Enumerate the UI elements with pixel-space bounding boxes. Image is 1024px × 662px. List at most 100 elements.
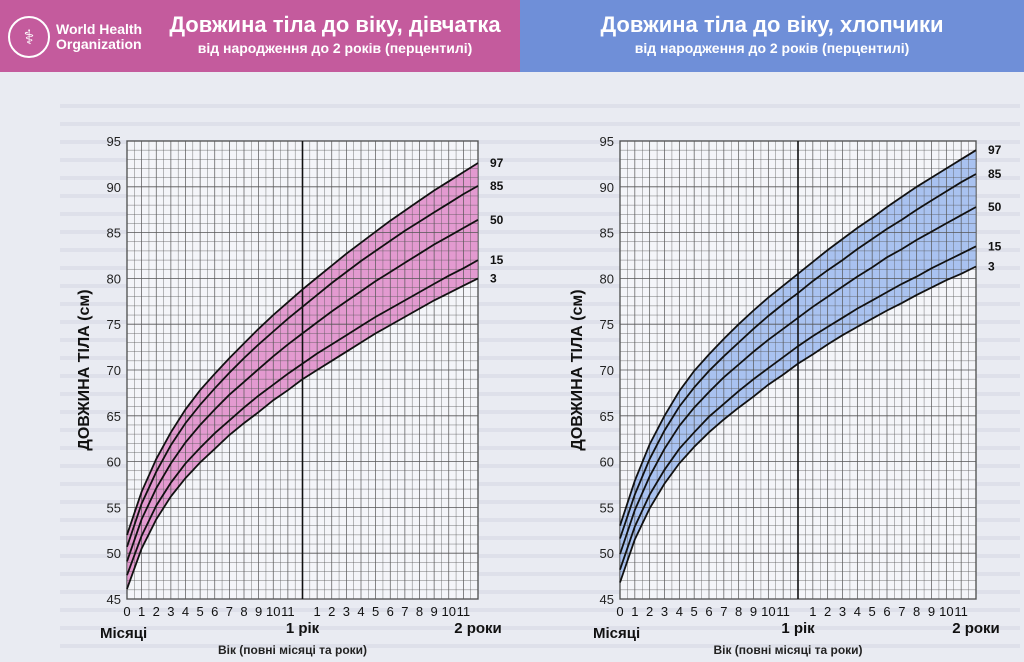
boys-series-line-p85 bbox=[619, 173, 977, 539]
boys-x-tick-label: 2 bbox=[824, 604, 831, 619]
girls-x-tick-label: 11 bbox=[457, 604, 471, 619]
girls-y-tick-label: 90 bbox=[107, 180, 121, 195]
girls-x-tick-label: 10 bbox=[442, 604, 456, 619]
boys-title-block: Довжина тіла до віку, хлопчики від народ… bbox=[520, 12, 1024, 58]
boys-y-tick-label: 70 bbox=[600, 363, 614, 378]
girls-x-tick-label: 4 bbox=[182, 604, 189, 619]
who-name: World Health Organization bbox=[56, 21, 143, 52]
boys-y-tick-label: 95 bbox=[600, 134, 614, 149]
girls-x-tick-label: 2 bbox=[328, 604, 335, 619]
boys-x-tick-label: 0 bbox=[616, 604, 623, 619]
girls-x-tick-label: 3 bbox=[343, 604, 350, 619]
girls-y-axis-title: ДОВЖИНА ТІЛА (см) bbox=[76, 289, 93, 450]
girls-series-line-p50 bbox=[126, 219, 479, 562]
boys-x-tick-label: 7 bbox=[720, 604, 727, 619]
boys-series-line-p3 bbox=[619, 265, 977, 583]
girls-series-label-p50: 50 bbox=[490, 213, 504, 227]
girls-x-tick-label: 10 bbox=[266, 604, 280, 619]
girls-x-tick-label: 9 bbox=[255, 604, 262, 619]
girls-x-tick-label: 3 bbox=[167, 604, 174, 619]
boys-y-tick-label: 75 bbox=[600, 317, 614, 332]
girls-y-tick-label: 70 bbox=[107, 363, 121, 378]
boys-series-label-p3: 3 bbox=[988, 259, 995, 273]
boys-x-tick-label: 3 bbox=[661, 604, 668, 619]
boys-series-label-p97: 97 bbox=[988, 143, 1002, 157]
boys-x-tick-label: 1 bbox=[631, 604, 638, 619]
boys-header-banner: Довжина тіла до віку, хлопчики від народ… bbox=[520, 0, 1024, 72]
boys-y-axis-title: ДОВЖИНА ТІЛА (см) bbox=[569, 289, 586, 450]
boys-x-tick-label: 9 bbox=[928, 604, 935, 619]
girls-x-tick-label: 1 bbox=[314, 604, 321, 619]
boys-x-tick-label: 3 bbox=[839, 604, 846, 619]
girls-x-tick-label: 11 bbox=[281, 604, 295, 619]
girls-y-tick-label: 85 bbox=[107, 226, 121, 241]
boys-series-line-p50 bbox=[619, 206, 977, 555]
boys-x-tick-label: 2 роки bbox=[952, 620, 1000, 637]
girls-series-line-p15 bbox=[126, 259, 479, 576]
boys-x-tick-label: 11 bbox=[954, 604, 968, 619]
girls-x-tick-label: 2 роки bbox=[454, 620, 502, 637]
boys-x-tick-label: 6 bbox=[705, 604, 712, 619]
boys-x-tick-label: 1 рік bbox=[781, 620, 815, 637]
girls-x-tick-label: 1 рік bbox=[286, 620, 320, 637]
boys-series-label-p50: 50 bbox=[988, 200, 1002, 214]
girls-x-tick-label: 5 bbox=[197, 604, 204, 619]
girls-y-tick-label: 45 bbox=[107, 592, 121, 607]
boys-series-line-p97 bbox=[619, 149, 977, 526]
boys-x-tick-label: 2 bbox=[646, 604, 653, 619]
girls-x-tick-label: 7 bbox=[401, 604, 408, 619]
boys-series-label-p15: 15 bbox=[988, 239, 1002, 253]
boys-months-label: Місяці bbox=[593, 625, 640, 642]
girls-y-tick-label: 75 bbox=[107, 317, 121, 332]
boys-y-tick-label: 60 bbox=[600, 455, 614, 470]
boys-y-tick-label: 85 bbox=[600, 226, 614, 241]
girls-series-line-p97 bbox=[126, 162, 479, 536]
girls-x-axis-title: Вік (повні місяці та роки) bbox=[218, 643, 367, 657]
boys-y-tick-label: 80 bbox=[600, 271, 614, 286]
girls-y-tick-label: 95 bbox=[107, 134, 121, 149]
girls-x-tick-label: 6 bbox=[211, 604, 218, 619]
boys-x-tick-label: 4 bbox=[854, 604, 861, 619]
girls-x-tick-label: 5 bbox=[372, 604, 379, 619]
boys-series-line-p15 bbox=[619, 245, 977, 570]
girls-header-banner: ⚕ World Health Organization Довжина тіла… bbox=[0, 0, 520, 72]
boys-x-axis-title: Вік (повні місяці та роки) bbox=[713, 643, 862, 657]
girls-series-label-p15: 15 bbox=[490, 253, 504, 267]
girls-x-tick-label: 8 bbox=[240, 604, 247, 619]
boys-series-label-p85: 85 bbox=[988, 167, 1002, 181]
boys-y-tick-label: 50 bbox=[600, 546, 614, 561]
boys-x-tick-label: 4 bbox=[676, 604, 683, 619]
boys-x-tick-label: 11 bbox=[776, 604, 790, 619]
girls-title: Довжина тіла до віку, дівчатка bbox=[169, 12, 501, 37]
girls-series-label-p85: 85 bbox=[490, 179, 504, 193]
boys-y-tick-label: 90 bbox=[600, 180, 614, 195]
boys-subtitle: від народження до 2 років (перцентилі) bbox=[634, 40, 910, 56]
girls-series-line-p85 bbox=[126, 185, 479, 548]
boys-x-tick-label: 5 bbox=[869, 604, 876, 619]
boys-title: Довжина тіла до віку, хлопчики bbox=[600, 12, 944, 37]
boys-x-tick-label: 9 bbox=[750, 604, 757, 619]
who-emblem-icon: ⚕ bbox=[8, 16, 50, 58]
girls-x-tick-label: 2 bbox=[153, 604, 160, 619]
girls-x-tick-label: 7 bbox=[226, 604, 233, 619]
girls-series-line-p3 bbox=[126, 277, 479, 590]
girls-x-tick-label: 8 bbox=[416, 604, 423, 619]
boys-x-tick-label: 10 bbox=[939, 604, 953, 619]
girls-subtitle: від народження до 2 років (перцентилі) bbox=[197, 40, 473, 56]
girls-y-tick-label: 50 bbox=[107, 546, 121, 561]
girls-y-tick-label: 60 bbox=[107, 455, 121, 470]
girls-x-tick-label: 4 bbox=[357, 604, 364, 619]
boys-x-tick-label: 5 bbox=[691, 604, 698, 619]
girls-y-tick-label: 80 bbox=[107, 271, 121, 286]
girls-series-label-p97: 97 bbox=[490, 156, 504, 170]
boys-x-tick-label: 1 bbox=[809, 604, 816, 619]
boys-y-tick-label: 55 bbox=[600, 500, 614, 515]
who-logo-block: ⚕ World Health Organization bbox=[8, 16, 151, 58]
girls-y-tick-label: 65 bbox=[107, 409, 121, 424]
girls-x-tick-label: 9 bbox=[431, 604, 438, 619]
boys-x-tick-label: 8 bbox=[735, 604, 742, 619]
boys-x-tick-label: 10 bbox=[761, 604, 775, 619]
